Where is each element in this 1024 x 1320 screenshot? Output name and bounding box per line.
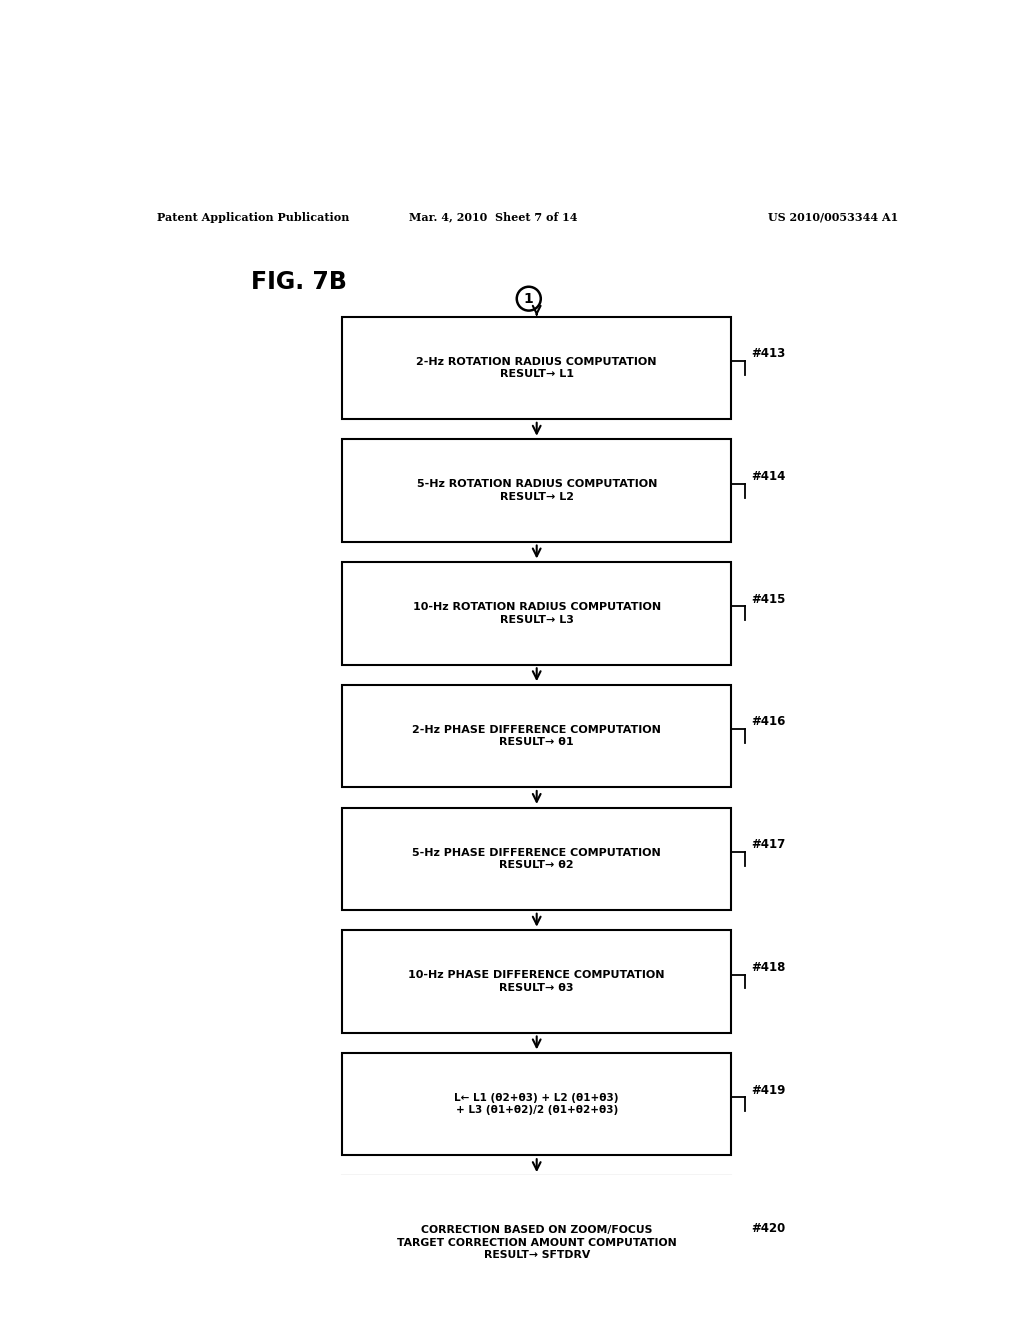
Text: Patent Application Publication: Patent Application Publication	[158, 211, 350, 223]
Text: L← L1 (θ2+θ3) + L2 (θ1+θ3)
+ L3 (θ1+θ2)/2 (θ1+θ2+θ3): L← L1 (θ2+θ3) + L2 (θ1+θ3) + L3 (θ1+θ2)/…	[455, 1093, 618, 1115]
Bar	[342, 1176, 731, 1309]
Bar	[342, 440, 731, 541]
Text: CORRECTION BASED ON ZOOM/FOCUS
TARGET CORRECTION AMOUNT COMPUTATION
RESULT→ SFTD: CORRECTION BASED ON ZOOM/FOCUS TARGET CO…	[397, 1225, 677, 1261]
Text: #413: #413	[752, 347, 785, 360]
Text: 1: 1	[524, 292, 534, 306]
Bar	[342, 808, 731, 909]
Text: 10-Hz PHASE DIFFERENCE COMPUTATION
RESULT→ θ3: 10-Hz PHASE DIFFERENCE COMPUTATION RESUL…	[409, 970, 665, 993]
Bar	[342, 317, 731, 418]
Text: 2-Hz ROTATION RADIUS COMPUTATION
RESULT→ L1: 2-Hz ROTATION RADIUS COMPUTATION RESULT→…	[417, 356, 657, 379]
Text: #420: #420	[752, 1222, 785, 1236]
Text: #418: #418	[752, 961, 785, 974]
Text: #416: #416	[752, 715, 785, 729]
Text: 2-Hz PHASE DIFFERENCE COMPUTATION
RESULT→ θ1: 2-Hz PHASE DIFFERENCE COMPUTATION RESULT…	[413, 725, 662, 747]
Text: 5-Hz PHASE DIFFERENCE COMPUTATION
RESULT→ θ2: 5-Hz PHASE DIFFERENCE COMPUTATION RESULT…	[413, 847, 662, 870]
Text: #415: #415	[752, 593, 785, 606]
Text: Mar. 4, 2010  Sheet 7 of 14: Mar. 4, 2010 Sheet 7 of 14	[409, 211, 578, 223]
Text: 5-Hz ROTATION RADIUS COMPUTATION
RESULT→ L2: 5-Hz ROTATION RADIUS COMPUTATION RESULT→…	[417, 479, 656, 502]
Bar	[342, 562, 731, 664]
Text: US 2010/0053344 A1: US 2010/0053344 A1	[768, 211, 898, 223]
Text: FIG. 7B: FIG. 7B	[251, 271, 347, 294]
Bar	[342, 931, 731, 1032]
Bar	[342, 1053, 731, 1155]
Text: 10-Hz ROTATION RADIUS COMPUTATION
RESULT→ L3: 10-Hz ROTATION RADIUS COMPUTATION RESULT…	[413, 602, 660, 624]
Text: #417: #417	[752, 838, 785, 851]
Text: #414: #414	[752, 470, 785, 483]
Bar	[342, 685, 731, 787]
Text: #419: #419	[752, 1084, 785, 1097]
